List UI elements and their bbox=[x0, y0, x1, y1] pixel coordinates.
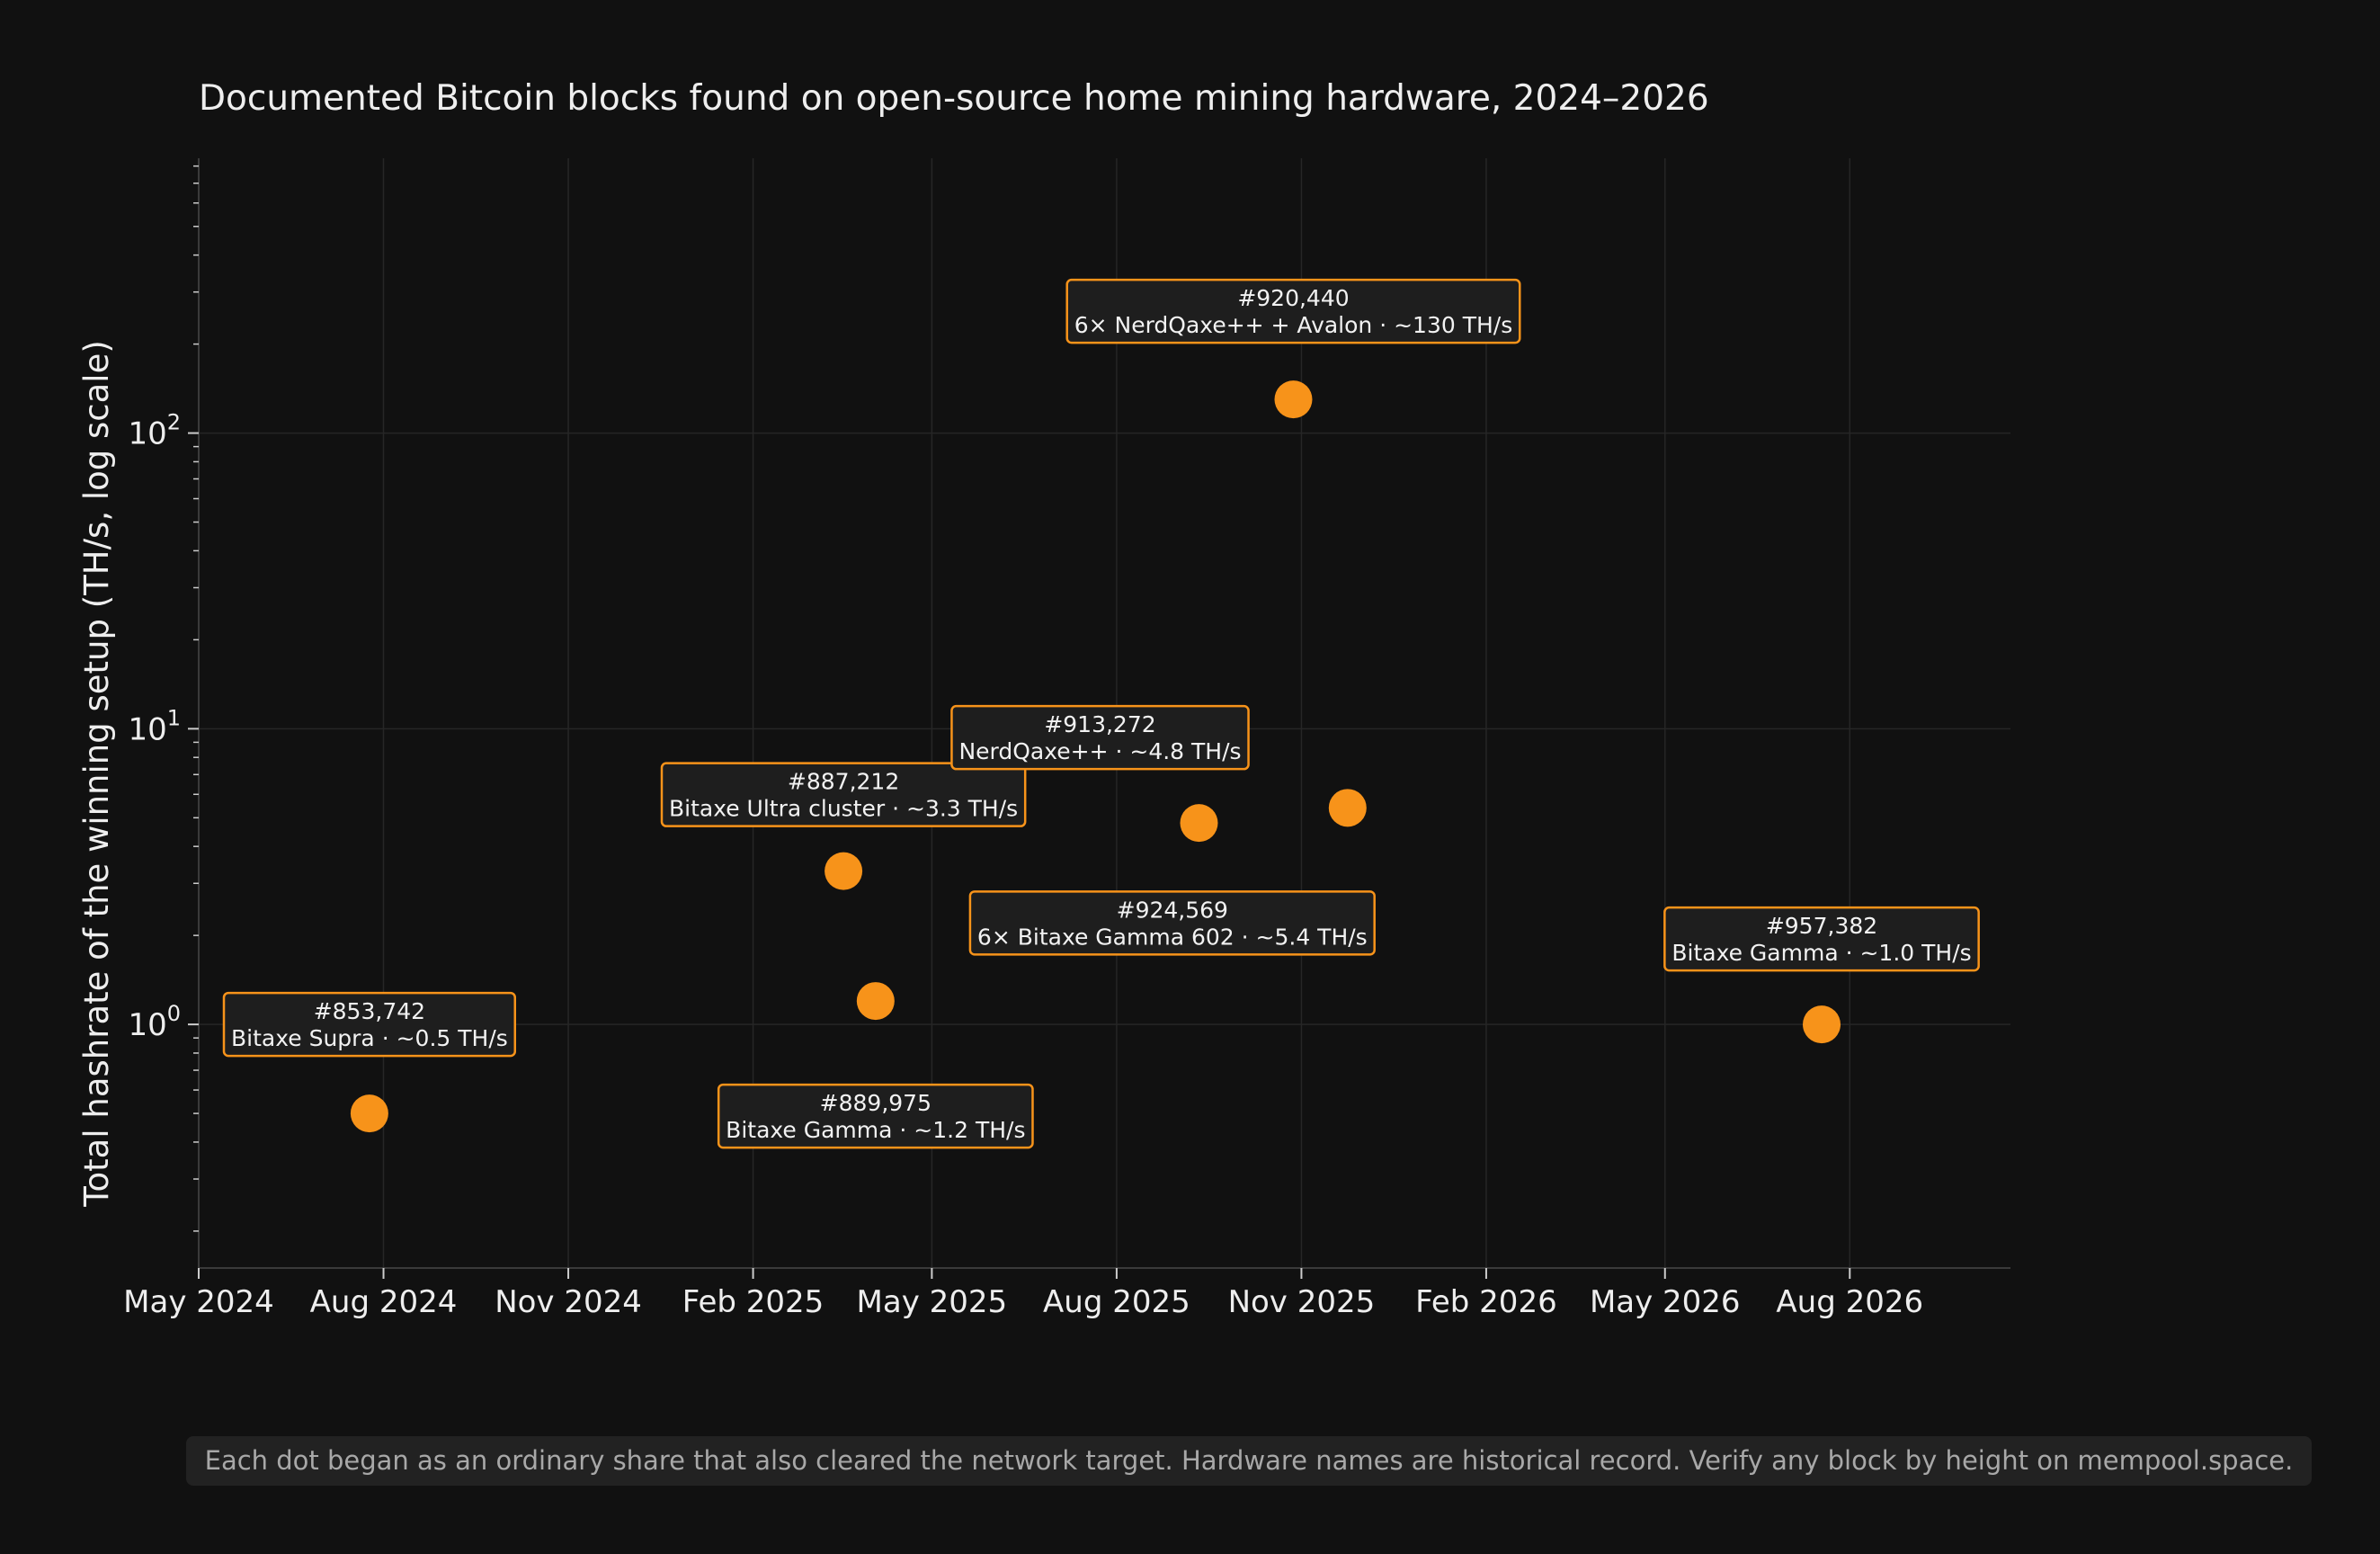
data-point bbox=[1180, 804, 1218, 843]
y-tick-label: 100 bbox=[128, 1001, 181, 1043]
x-tick-label: Aug 2026 bbox=[1776, 1284, 1923, 1320]
data-point bbox=[856, 982, 895, 1021]
annotation-block-height: #887,212 bbox=[788, 769, 899, 795]
x-tick-label: Aug 2024 bbox=[310, 1284, 458, 1320]
data-point bbox=[1328, 789, 1367, 827]
annotation-setup: NerdQaxe++ · ~4.8 TH/s bbox=[958, 738, 1241, 764]
annotation-box bbox=[1663, 906, 1980, 972]
y-tick-label: 102 bbox=[128, 410, 181, 452]
annotation-box bbox=[968, 890, 1376, 956]
annotation-box bbox=[222, 991, 517, 1058]
y-tick-exponent: 1 bbox=[167, 705, 181, 730]
data-point bbox=[825, 852, 863, 890]
annotation-setup: Bitaxe Gamma · ~1.2 TH/s bbox=[726, 1117, 1025, 1143]
x-tick-label: May 2025 bbox=[857, 1284, 1008, 1320]
annotation-block-height: #913,272 bbox=[1044, 711, 1155, 737]
x-tick-label: May 2026 bbox=[1590, 1284, 1741, 1320]
annotation-setup: Bitaxe Supra · ~0.5 TH/s bbox=[231, 1025, 508, 1051]
y-tick-exponent: 0 bbox=[167, 1001, 181, 1026]
data-points bbox=[350, 380, 1841, 1133]
data-point bbox=[1274, 380, 1313, 419]
x-tick-label: May 2024 bbox=[123, 1284, 274, 1320]
annotation-box bbox=[1065, 278, 1521, 344]
x-tick-label: Aug 2025 bbox=[1043, 1284, 1190, 1320]
chart-title: Documented Bitcoin blocks found on open-… bbox=[199, 78, 1709, 119]
annotation-setup: Bitaxe Gamma · ~1.0 TH/s bbox=[1671, 940, 1971, 966]
x-tick-label: Feb 2025 bbox=[682, 1284, 825, 1320]
annotation-box bbox=[660, 762, 1027, 827]
annotation-setup: 6× Bitaxe Gamma 602 · ~5.4 TH/s bbox=[977, 924, 1368, 950]
annotation-box bbox=[717, 1083, 1034, 1149]
annotation-block-height: #924,569 bbox=[1117, 897, 1228, 923]
axes bbox=[198, 158, 2010, 1269]
data-point bbox=[350, 1094, 388, 1133]
annotation-block-height: #889,975 bbox=[820, 1090, 931, 1116]
footnote: Each dot began as an ordinary share that… bbox=[186, 1436, 2312, 1486]
x-tick-label: Nov 2024 bbox=[495, 1284, 642, 1320]
x-axis-ticks: May 2024 Aug 2024 Nov 2024 Feb 2025 May 2025… bbox=[123, 1268, 1923, 1320]
annotation-setup: Bitaxe Ultra cluster · ~3.3 TH/s bbox=[669, 796, 1018, 822]
x-tick-label: Nov 2025 bbox=[1228, 1284, 1376, 1320]
annotation-block-height: #853,742 bbox=[314, 998, 425, 1024]
data-point bbox=[1803, 1005, 1841, 1044]
y-tick-label: 101 bbox=[128, 705, 181, 747]
annotation-block-height: #957,382 bbox=[1766, 913, 1877, 939]
annotation-setup: 6× NerdQaxe++ + Avalon · ~130 TH/s bbox=[1074, 312, 1513, 338]
annotation-block-height: #920,440 bbox=[1237, 285, 1349, 311]
x-tick-label: Feb 2026 bbox=[1415, 1284, 1557, 1320]
annotation-box bbox=[950, 704, 1250, 771]
y-axis-label: Total hashrate of the winning setup (TH/… bbox=[77, 340, 116, 1208]
y-tick-exponent: 2 bbox=[167, 410, 181, 435]
